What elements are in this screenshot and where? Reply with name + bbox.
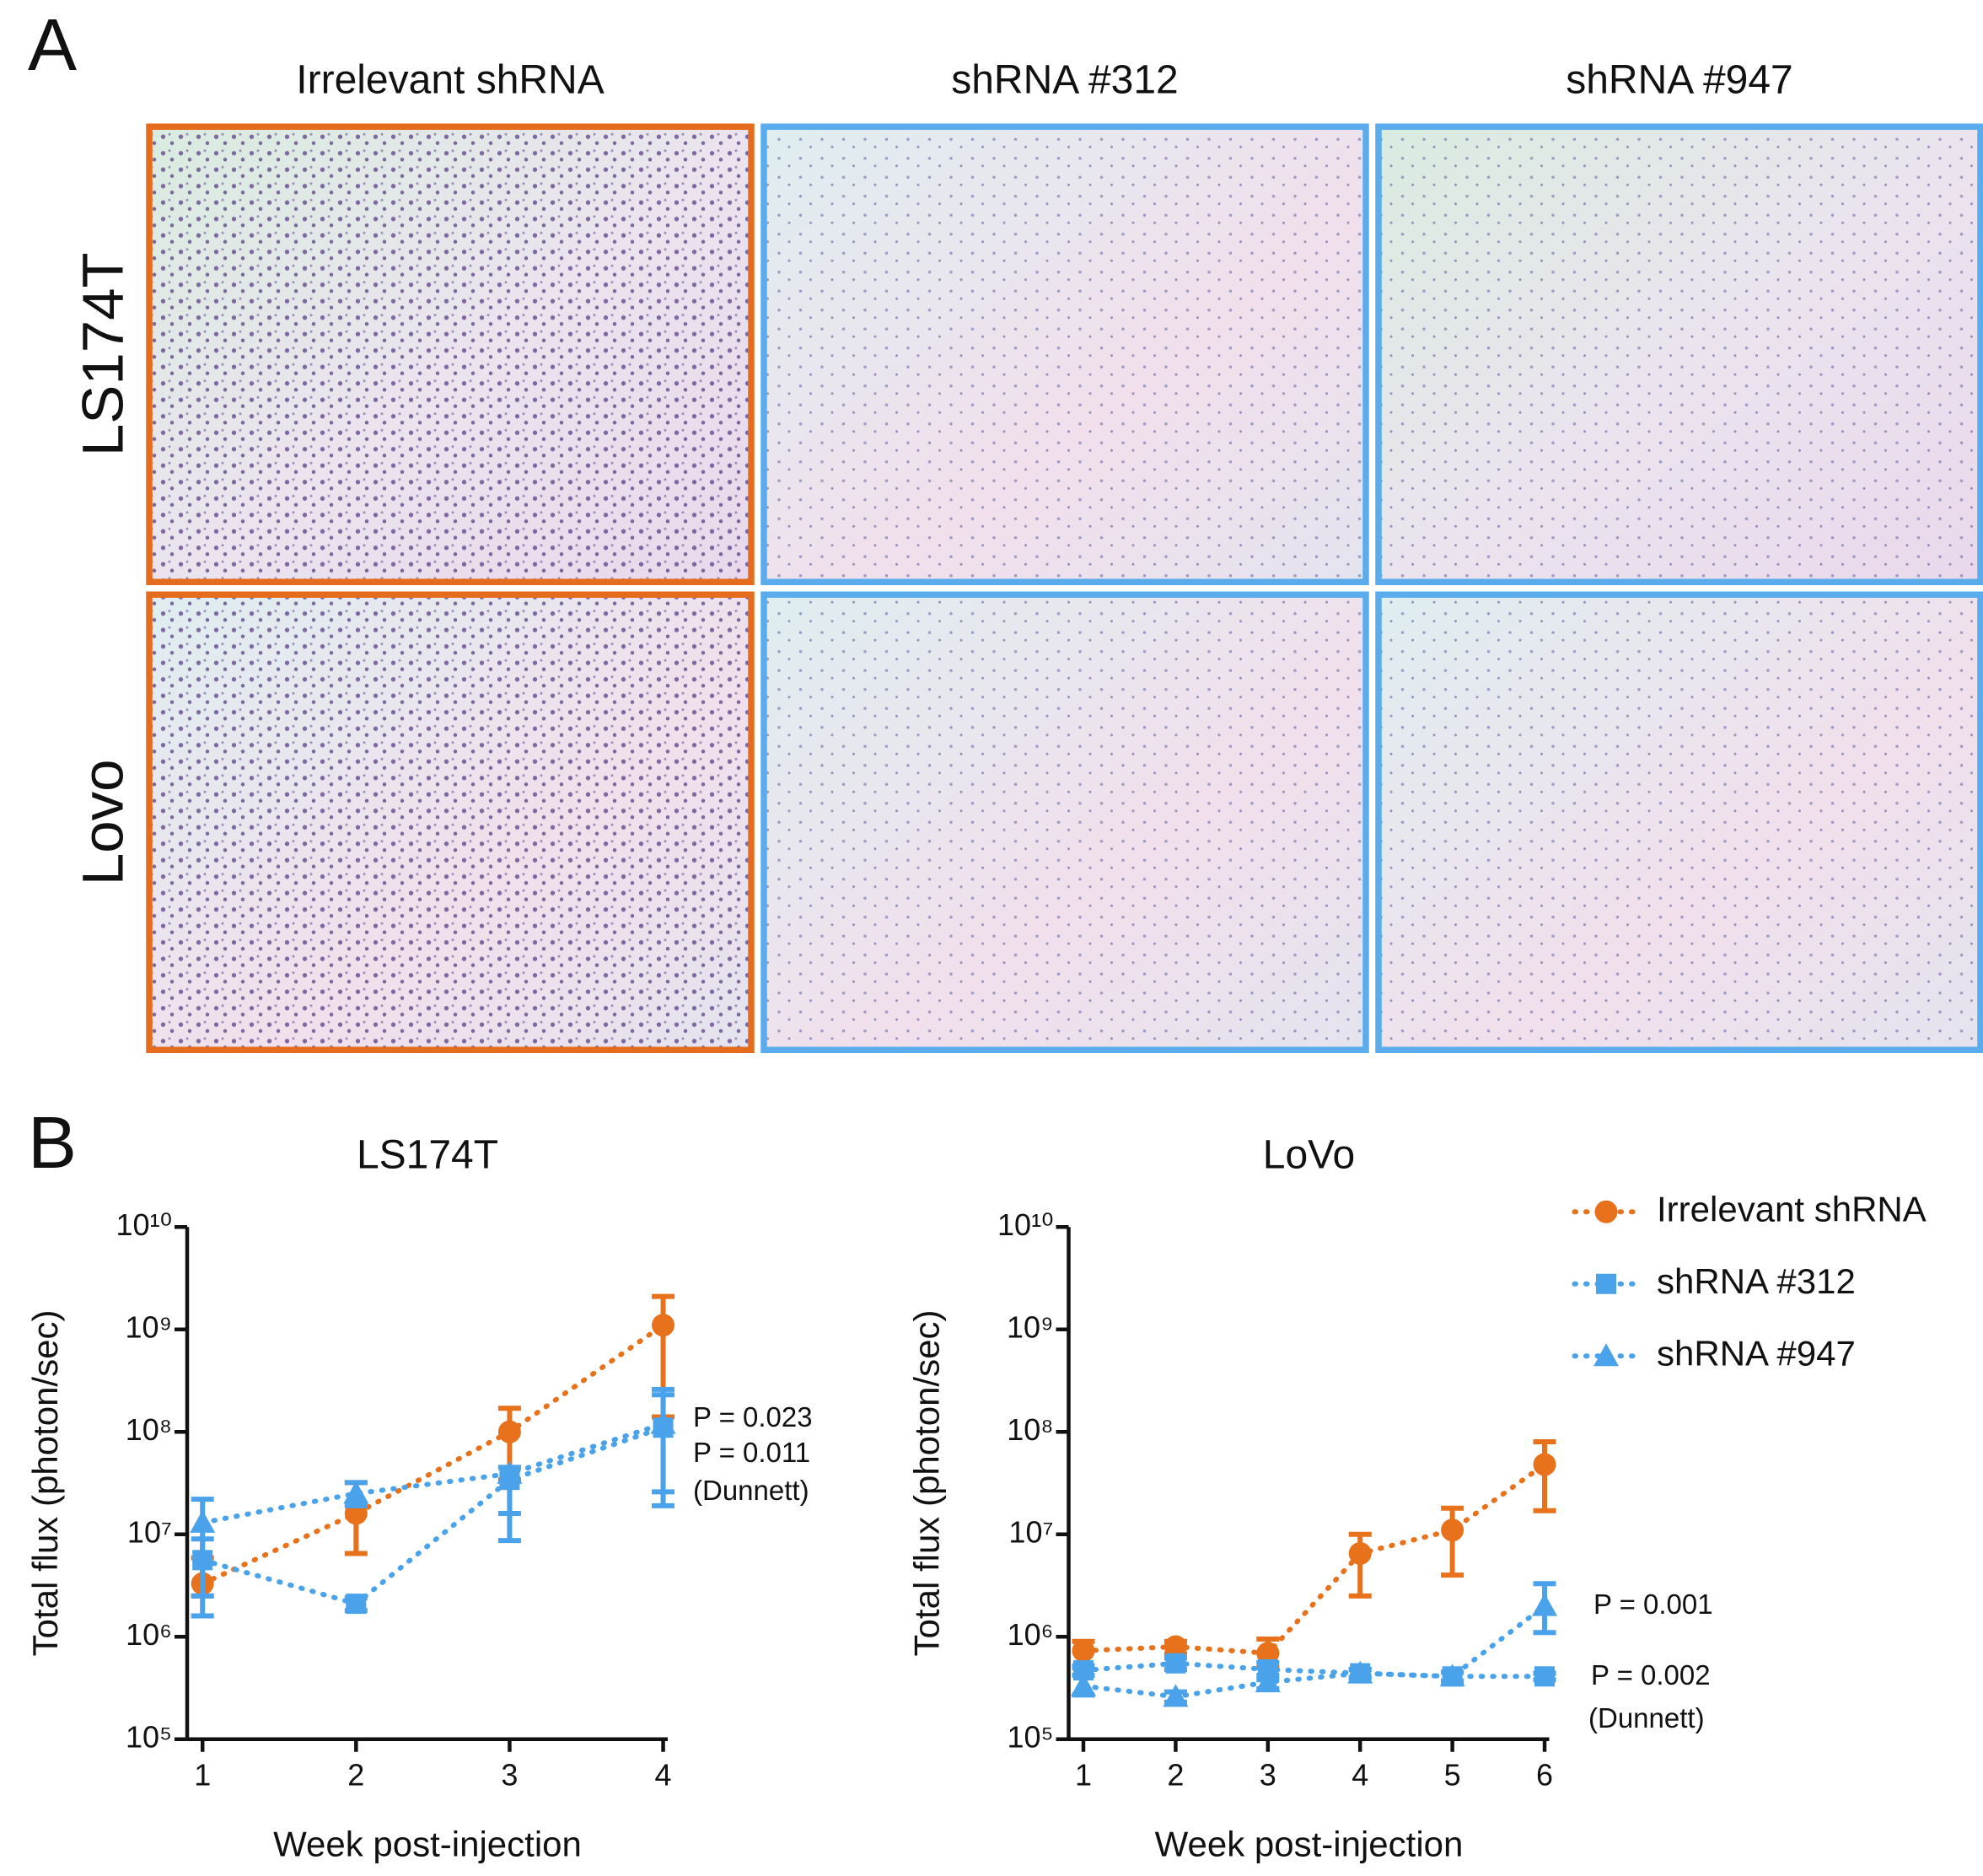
marker <box>1596 1273 1616 1294</box>
y-tick-label: 10⁹ <box>1007 1309 1053 1344</box>
annotation: P = 0.011 <box>693 1437 810 1468</box>
y-tick-label: 10⁷ <box>127 1514 172 1549</box>
panel-label: B <box>28 1102 77 1184</box>
marker <box>1165 1653 1186 1674</box>
x-tick-label: 1 <box>194 1757 211 1792</box>
series-line <box>200 1421 666 1525</box>
marker <box>1071 1673 1097 1696</box>
column-header: shRNA #312 <box>951 57 1179 102</box>
x-tick-label: 5 <box>1444 1757 1461 1792</box>
column-header: shRNA #947 <box>1566 57 1793 102</box>
y-tick-label: 10⁸ <box>126 1412 172 1447</box>
micrograph-frame <box>760 123 1369 585</box>
marker <box>652 1314 675 1337</box>
panel-label: A <box>28 4 77 86</box>
micrographs <box>146 123 1983 1053</box>
annotation: P = 0.001 <box>1593 1588 1713 1620</box>
x-tick-label: 2 <box>347 1757 364 1792</box>
y-axis-label: Total flux (photon/sec) <box>907 1310 947 1657</box>
series-line <box>200 1425 666 1607</box>
x-tick-label: 3 <box>1260 1757 1276 1792</box>
marker <box>650 1411 676 1434</box>
marker <box>1439 1664 1465 1687</box>
marker <box>1441 1519 1464 1542</box>
micrograph-frame <box>760 591 1369 1053</box>
marker <box>1533 1453 1556 1476</box>
y-tick-label: 10⁵ <box>126 1719 172 1754</box>
y-tick-label: 10¹⁰ <box>116 1207 172 1242</box>
micrograph-frame <box>1375 123 1983 585</box>
error-bar <box>652 1392 675 1495</box>
marker <box>1255 1669 1281 1693</box>
x-tick-label: 4 <box>655 1757 672 1792</box>
column-header: Irrelevant shRNA <box>296 57 604 102</box>
marker <box>1532 1593 1558 1616</box>
row-label: Lovo <box>71 759 136 885</box>
y-axis-label: Total flux (photon/sec) <box>25 1310 65 1657</box>
chart-title: LoVo <box>1263 1132 1355 1177</box>
marker <box>1534 1666 1556 1687</box>
error-bar <box>1533 1439 1556 1513</box>
x-tick-label: 4 <box>1352 1757 1368 1792</box>
marker <box>497 1460 523 1484</box>
y-tick-label: 10⁸ <box>1007 1412 1053 1447</box>
y-tick-label: 10⁹ <box>126 1309 172 1344</box>
x-tick-label: 2 <box>1167 1757 1184 1792</box>
marker <box>190 1509 216 1533</box>
y-tick-label: 10¹⁰ <box>997 1207 1053 1242</box>
annotation: P = 0.002 <box>1591 1659 1711 1691</box>
legend-label: shRNA #947 <box>1657 1333 1856 1373</box>
annotation: (Dunnett) <box>1588 1702 1705 1734</box>
marker <box>343 1481 369 1504</box>
marker <box>1348 1541 1372 1565</box>
marker <box>1594 1200 1618 1223</box>
micrograph-frame <box>1375 591 1983 1053</box>
row-label: LS174T <box>71 252 136 456</box>
series-line <box>1081 1660 1548 1680</box>
legend-label: Irrelevant shRNA <box>1657 1189 1927 1228</box>
micrograph-frame <box>146 591 755 1053</box>
y-tick-label: 10⁷ <box>1008 1514 1053 1549</box>
marker <box>1347 1660 1373 1684</box>
marker <box>1163 1684 1189 1707</box>
marker <box>1072 1639 1095 1663</box>
marker <box>1256 1642 1280 1665</box>
x-axis-label: Week post-injection <box>273 1824 582 1863</box>
x-tick-label: 1 <box>1075 1757 1092 1792</box>
x-tick-label: 6 <box>1536 1757 1553 1792</box>
marker <box>1593 1343 1619 1367</box>
x-axis-label: Week post-injection <box>1155 1824 1464 1863</box>
x-tick-label: 3 <box>501 1757 518 1792</box>
y-tick-label: 10⁶ <box>1008 1617 1054 1652</box>
series-line <box>200 1322 666 1587</box>
marker <box>1163 1635 1187 1658</box>
y-tick-label: 10⁵ <box>1008 1719 1054 1754</box>
y-tick-label: 10⁶ <box>126 1617 172 1652</box>
micrograph-frame <box>146 123 755 585</box>
chart-title: LS174T <box>357 1132 498 1177</box>
marker <box>346 1594 367 1615</box>
error-bar <box>1441 1505 1464 1578</box>
legend-label: shRNA #312 <box>1657 1261 1856 1301</box>
marker <box>497 1420 521 1443</box>
annotation: P = 0.023 <box>693 1401 813 1433</box>
series-line <box>1081 1461 1548 1656</box>
annotation: (Dunnett) <box>693 1475 809 1506</box>
series-line <box>1081 1603 1548 1700</box>
